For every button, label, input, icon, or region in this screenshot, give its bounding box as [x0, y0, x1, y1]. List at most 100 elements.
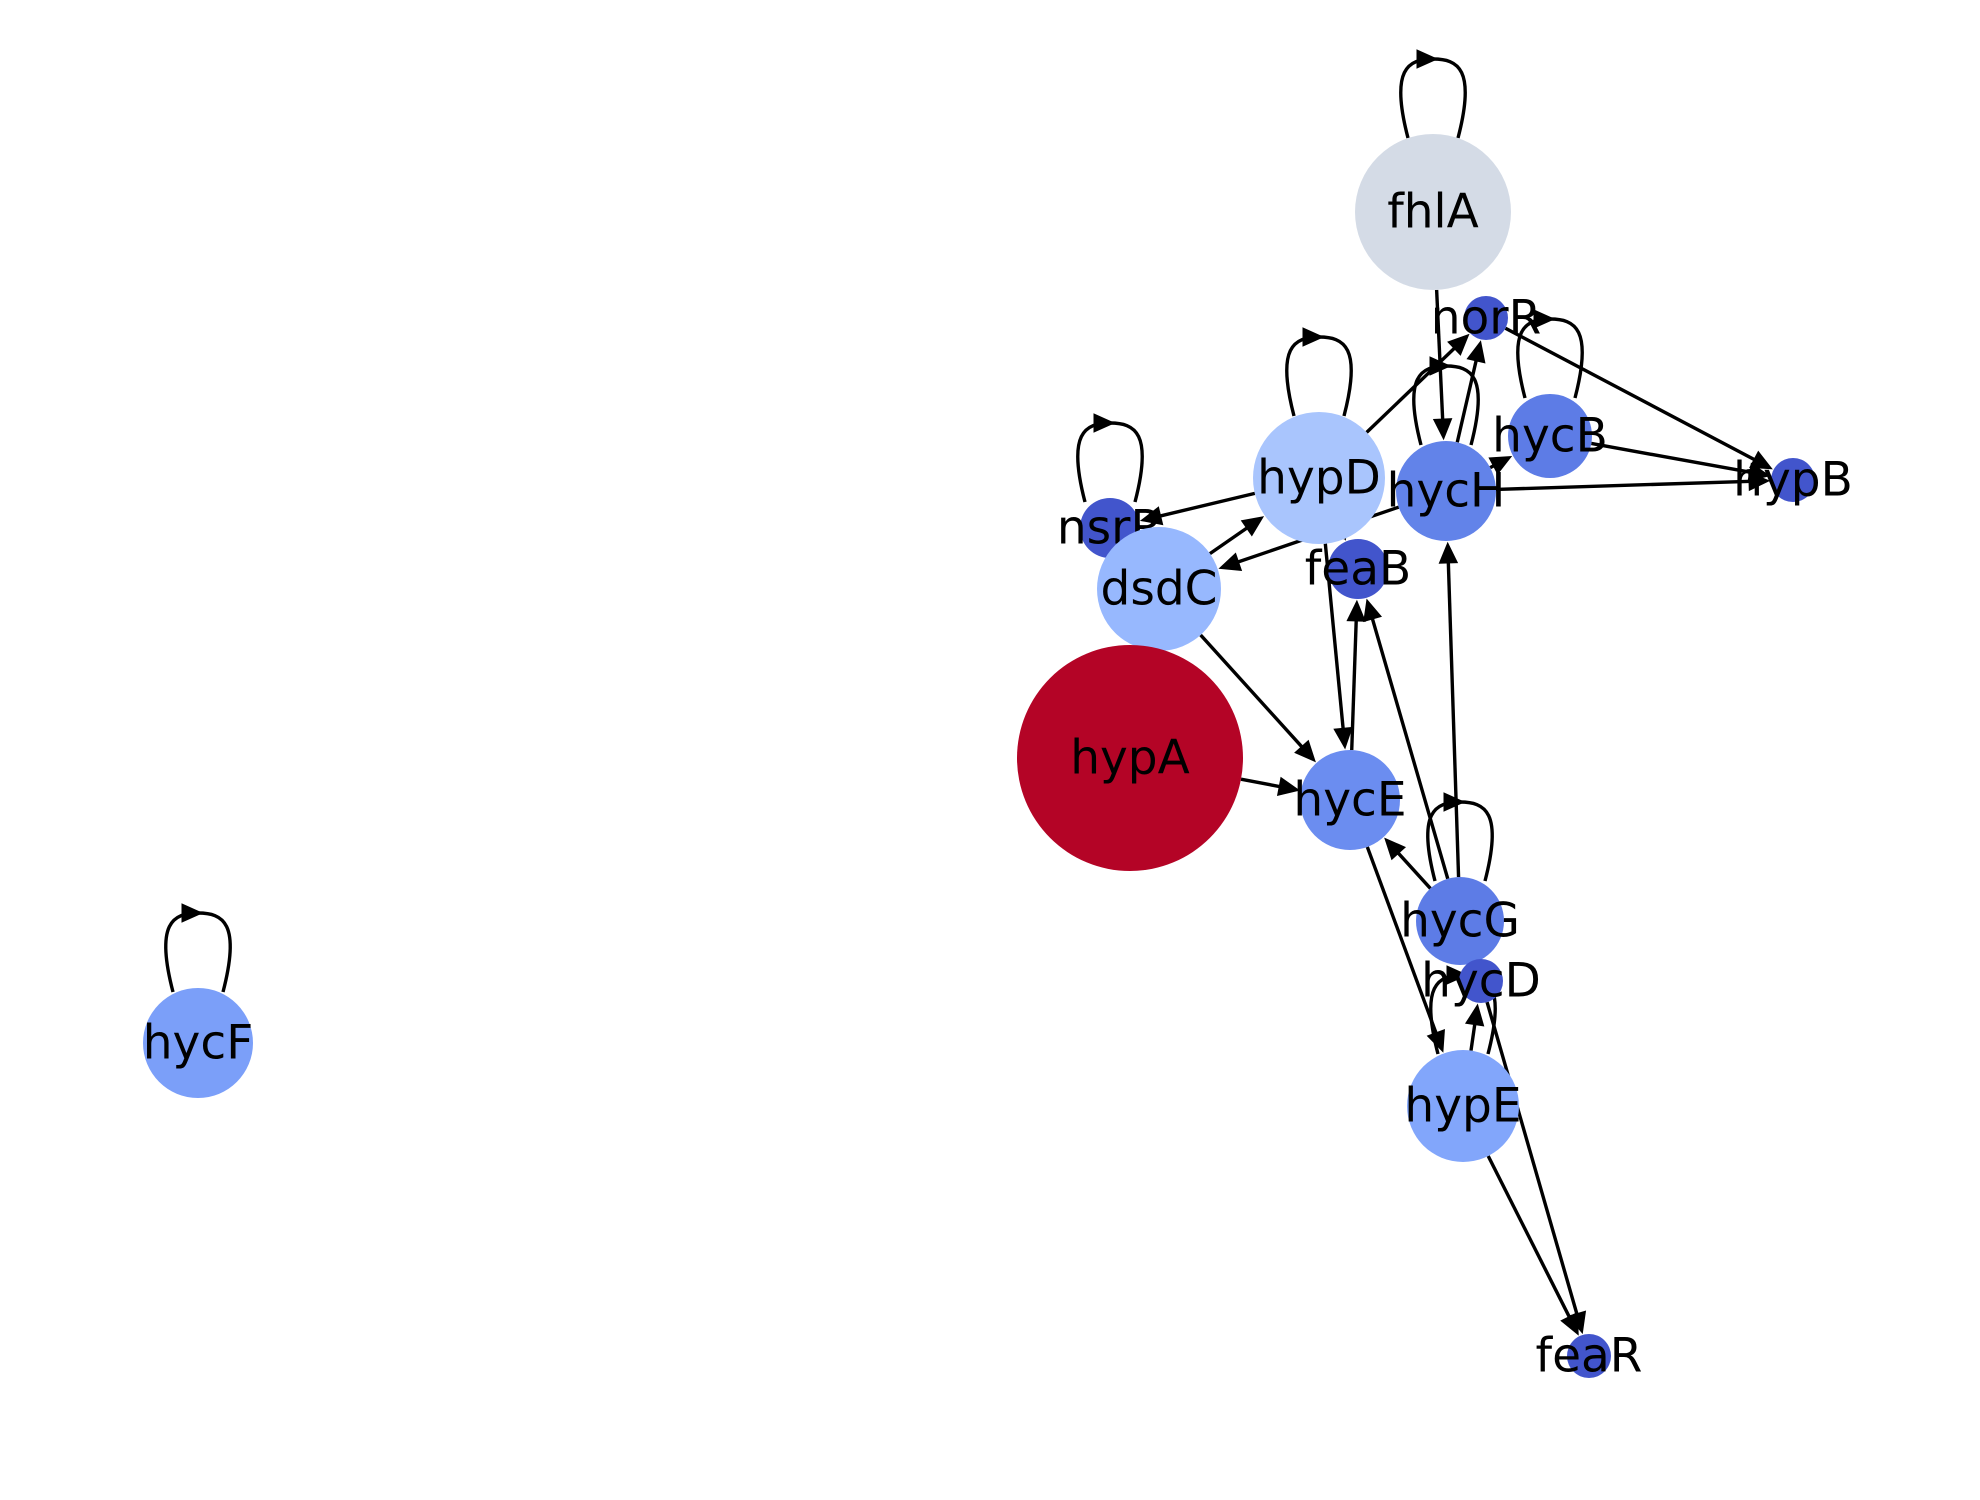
arrowhead: [1384, 837, 1407, 861]
node-label: hycD: [1421, 954, 1541, 1009]
self-loop-path: [1076, 421, 1144, 503]
edge-hycH-to-norR: [1455, 340, 1486, 443]
node-circle: [1567, 1334, 1611, 1378]
edge-nsrR-to-nsrR: [1076, 413, 1144, 503]
edge-hypE-to-feaR: [1486, 1155, 1579, 1336]
node-label: feaB: [1305, 542, 1412, 597]
edge-line: [1350, 614, 1359, 751]
node-fhlA: fhlA: [1355, 134, 1511, 290]
node-label: hycH: [1387, 464, 1506, 519]
node-circle: [1328, 539, 1388, 599]
edge-line: [1199, 633, 1307, 753]
node-feaR: feaR: [1536, 1329, 1643, 1384]
arrowhead: [1218, 552, 1243, 571]
node-circle: [1396, 441, 1496, 541]
node-circle: [1017, 645, 1243, 871]
edge-dsdC-to-hycE: [1199, 633, 1316, 763]
node-hypD: hypD: [1253, 412, 1385, 544]
node-label: hycF: [143, 1016, 253, 1071]
node-circle: [1771, 458, 1815, 502]
arrowhead: [1464, 1003, 1485, 1027]
edge-hypD-to-norR: [1365, 333, 1470, 434]
edge-hypD-to-hycE: [1323, 543, 1353, 750]
node-circle: [1253, 412, 1385, 544]
node-label: norR: [1431, 291, 1542, 346]
node-circle: [1459, 959, 1503, 1003]
node-circle: [1097, 527, 1221, 651]
edge-line: [1365, 846, 1440, 1040]
arrowhead: [1333, 726, 1353, 750]
edge-fhlA-to-hycH: [1432, 289, 1453, 441]
edge-hypD-to-nsrR: [1139, 491, 1256, 526]
arrowhead: [1446, 965, 1469, 985]
node-circle: [1464, 296, 1508, 340]
edge-line: [1154, 491, 1256, 519]
edge-hycH-to-hycB: [1488, 456, 1513, 475]
edge-line: [1446, 556, 1461, 878]
node-norR: norR: [1431, 291, 1542, 346]
arrowhead: [1488, 456, 1513, 475]
edge-line: [1365, 343, 1460, 434]
edge-norR-to-hypB: [1504, 326, 1773, 470]
arrowhead: [1276, 776, 1301, 797]
arrowhead: [1294, 739, 1316, 763]
edge-hypE-to-hycD: [1464, 1003, 1485, 1051]
node-hycF: hycF: [143, 988, 253, 1098]
arrowhead: [1346, 599, 1366, 622]
arrowhead: [1416, 49, 1439, 69]
node-label: hycG: [1400, 894, 1520, 949]
edge-line: [1369, 612, 1450, 880]
arrowhead: [1240, 516, 1265, 537]
arrowhead: [1560, 1311, 1579, 1336]
node-circle: [1416, 877, 1504, 965]
node-circle: [1508, 394, 1592, 478]
node-label: hypA: [1070, 731, 1190, 786]
node-hycE: hycE: [1293, 750, 1407, 850]
arrowhead: [1429, 356, 1452, 376]
node-hypB: hypB: [1733, 453, 1853, 508]
node-label: feaR: [1536, 1329, 1643, 1384]
arrowhead: [1533, 309, 1556, 329]
arrowhead: [1749, 450, 1773, 470]
edge-line: [1434, 289, 1445, 426]
edge-line: [1455, 354, 1480, 443]
edge-hycD-to-feaR: [1485, 1001, 1587, 1335]
node-circle: [1300, 750, 1400, 850]
arrowhead: [1432, 418, 1453, 441]
edge-hycE-to-feaB: [1346, 599, 1366, 751]
edge-hycH-to-hycH: [1412, 356, 1480, 446]
edge-hycG-to-hycH: [1438, 541, 1461, 878]
arrowhead: [1438, 541, 1459, 564]
arrowhead: [1302, 327, 1325, 347]
arrowhead: [1139, 506, 1164, 526]
arrowhead: [181, 903, 204, 923]
arrowhead: [1093, 413, 1116, 433]
edge-line: [1485, 1001, 1581, 1320]
edge-line: [1323, 543, 1346, 735]
self-loop-path: [1285, 335, 1353, 417]
edge-line: [1486, 1155, 1574, 1323]
node-label: hycE: [1293, 773, 1406, 828]
node-label: hypD: [1257, 451, 1381, 506]
node-feaB: feaB: [1305, 539, 1412, 599]
edge-fhlA-to-fhlA: [1399, 49, 1467, 139]
edge-hypA-to-hycE: [1240, 776, 1301, 797]
node-label: hypE: [1404, 1079, 1521, 1134]
node-label: hycB: [1492, 409, 1608, 464]
arrowhead: [1443, 792, 1466, 812]
node-circle: [1407, 1050, 1519, 1162]
arrowhead: [1363, 598, 1382, 623]
node-hypE: hypE: [1404, 1050, 1522, 1162]
edge-hycG-to-feaB: [1363, 598, 1450, 880]
edge-line: [1504, 326, 1761, 464]
edge-hycF-to-hycF: [164, 903, 232, 993]
edges-layer: [164, 49, 1773, 1336]
edge-hycG-to-hycE: [1384, 837, 1432, 890]
node-circle: [143, 988, 253, 1098]
node-label: fhlA: [1387, 185, 1479, 240]
edge-line: [1393, 847, 1432, 890]
node-hycH: hycH: [1387, 441, 1506, 541]
arrowhead: [1447, 333, 1470, 356]
